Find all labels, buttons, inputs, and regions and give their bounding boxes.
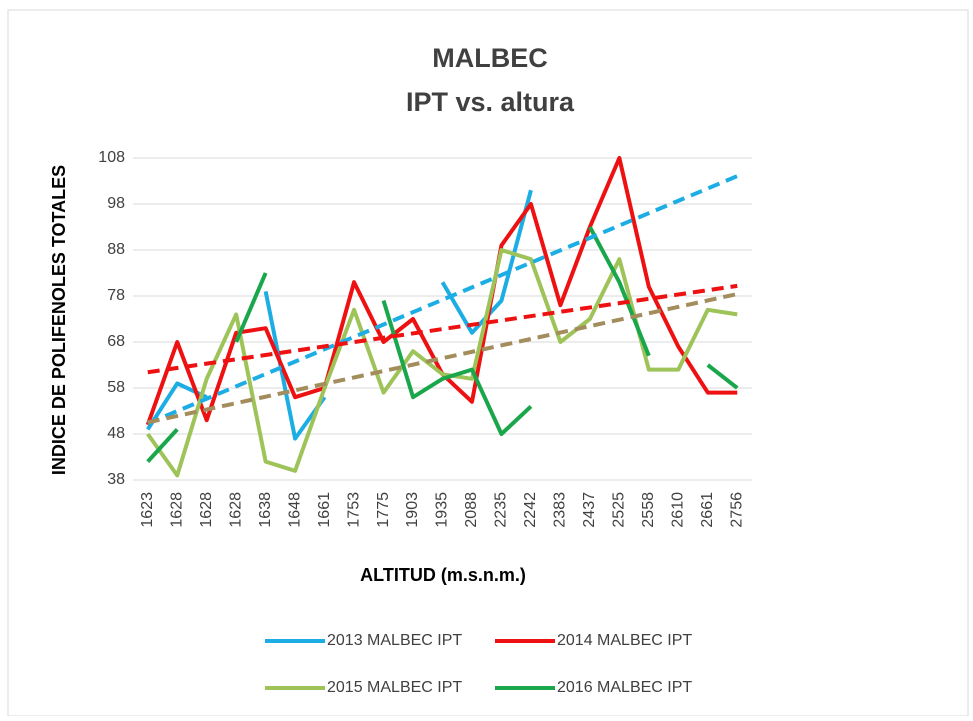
series-line <box>234 272 268 343</box>
x-axis-title: ALTITUD (m.s.n.m.) <box>360 565 526 585</box>
y-tick-label: 108 <box>98 149 125 166</box>
x-tick-label: 2610 <box>670 492 687 528</box>
trendline <box>147 283 738 375</box>
x-tick-label: 2088 <box>463 492 480 528</box>
x-tick-label: 1775 <box>375 492 392 528</box>
x-tick-label: 1628 <box>168 492 185 528</box>
legend-label: 2016 MALBEC IPT <box>557 679 692 696</box>
y-tick-label: 38 <box>107 471 125 488</box>
legend-label: 2014 MALBEC IPT <box>557 632 692 649</box>
x-tick-label: 2558 <box>640 492 657 528</box>
trendline <box>146 174 739 426</box>
x-tick-label: 2242 <box>522 492 539 528</box>
series-line <box>706 363 739 390</box>
x-tick-label: 2383 <box>552 492 569 528</box>
x-tick-label: 1628 <box>198 492 215 528</box>
trendline <box>147 292 738 425</box>
legend-label: 2015 MALBEC IPT <box>327 679 462 696</box>
x-tick-label: 2437 <box>581 492 598 528</box>
x-tick-label: 1903 <box>404 492 421 528</box>
x-tick-label: 1648 <box>286 492 303 528</box>
x-tick-label: 1935 <box>434 492 451 528</box>
x-tick-label: 1623 <box>139 492 156 528</box>
y-tick-label: 68 <box>107 333 125 350</box>
y-tick-label: 58 <box>107 379 125 396</box>
x-tick-label: 2525 <box>611 492 628 528</box>
x-tick-label: 2235 <box>493 492 510 528</box>
x-tick-label: 2661 <box>699 492 716 528</box>
x-tick-label: 2756 <box>728 492 745 528</box>
chart-subtitle: IPT vs. altura <box>406 87 575 117</box>
x-tick-label: 1661 <box>316 492 333 528</box>
y-axis-title: INDICE DE POLIFENOLES TOTALES <box>49 165 69 475</box>
series-line <box>588 226 651 357</box>
legend-label: 2013 MALBEC IPT <box>327 632 462 649</box>
series-line <box>146 428 179 463</box>
y-tick-label: 78 <box>107 287 125 304</box>
x-tick-label: 1628 <box>227 492 244 528</box>
x-tick-label: 1753 <box>345 492 362 528</box>
series-line <box>381 300 533 436</box>
y-tick-label: 98 <box>107 195 125 212</box>
chart-title: MALBEC <box>432 43 548 73</box>
y-tick-label: 48 <box>107 425 125 442</box>
y-tick-label: 88 <box>107 241 125 258</box>
x-tick-label: 1638 <box>257 492 274 528</box>
